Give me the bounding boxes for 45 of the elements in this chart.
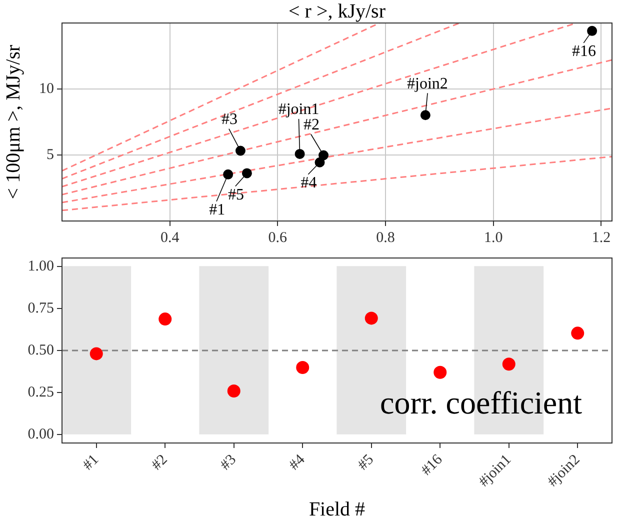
point [90, 347, 103, 360]
point [434, 366, 447, 379]
x-tick-label: #3 [218, 452, 240, 474]
annotation: #2 [304, 116, 320, 134]
y-tick-label: 0.00 [28, 426, 54, 443]
x-tick-label: #2 [148, 452, 171, 474]
point [223, 169, 234, 180]
annotation: #1 [209, 202, 226, 219]
x-tick-label: 0.4 [160, 230, 180, 246]
point [294, 148, 305, 159]
y-tick-label: 0.75 [28, 300, 54, 316]
point [420, 110, 430, 120]
annotation: corr. coefficient [380, 384, 582, 420]
y-tick-label: 0.25 [28, 384, 54, 400]
annotation: #join2 [406, 75, 448, 92]
point [364, 312, 378, 325]
annotation: #5 [228, 186, 244, 204]
point [502, 358, 516, 371]
x-tick-label: #4 [286, 451, 309, 474]
x-tick-label: 1.0 [484, 230, 503, 246]
point [242, 168, 252, 178]
point [296, 360, 310, 374]
annotation: #join1 [278, 101, 320, 118]
y-axis-title: < 100μm >, MJy/sr [2, 44, 24, 200]
x-axis-title: < r >, kJy/sr [288, 0, 386, 22]
point [314, 157, 325, 168]
annotation: #16 [572, 43, 596, 60]
point [235, 146, 246, 156]
x-tick-label: 0.8 [376, 230, 395, 246]
point [587, 26, 598, 36]
x-tick-label: #5 [355, 452, 377, 474]
y-tick-label: 5 [46, 146, 54, 163]
point [158, 312, 172, 326]
y-tick-label: 0.50 [28, 342, 54, 358]
annotation: #3 [221, 110, 238, 128]
annotation: #4 [300, 174, 317, 192]
x-tick-label: #16 [418, 451, 446, 479]
point [227, 384, 240, 398]
y-tick-label: 1.00 [28, 258, 54, 274]
x-tick-label: 1.2 [592, 230, 611, 246]
x-tick-label: #1 [80, 452, 102, 474]
point [571, 326, 584, 340]
y-tick-label: 10 [39, 80, 54, 97]
x-tick-label: 0.6 [268, 230, 288, 246]
x-axis-title: Field # [308, 498, 366, 520]
